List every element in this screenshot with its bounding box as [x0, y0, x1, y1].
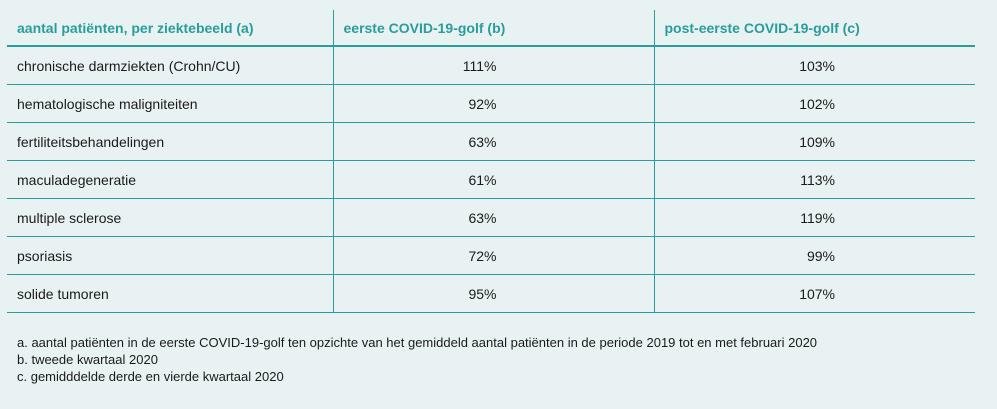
row-label: chronische darmziekten (Crohn/CU) — [7, 46, 333, 85]
post-wave-value: 113% — [653, 160, 975, 199]
first-wave-value: 63% — [332, 122, 654, 161]
table-row: multiple sclerose 63% 119% — [7, 198, 975, 237]
table-row: hematologische maligniteiten 92% 102% — [7, 84, 975, 123]
table-row: chronische darmziekten (Crohn/CU) 111% 1… — [7, 46, 975, 85]
table-row: psoriasis 72% 99% — [7, 236, 975, 275]
header-post-first-wave: post-eerste COVID-19-golf (c) — [653, 10, 975, 47]
row-label: hematologische maligniteiten — [7, 84, 333, 123]
table-row: maculadegeneratie 61% 113% — [7, 160, 975, 199]
footnote-a: a. aantal patiënten in de eerste COVID-1… — [17, 335, 818, 350]
first-wave-value: 92% — [332, 84, 654, 123]
table-row: solide tumoren 95% 107% — [7, 274, 975, 313]
footnotes: a. aantal patiënten in de eerste COVID-1… — [17, 334, 817, 385]
data-table: aantal patiënten, per ziektebeeld (a) ee… — [7, 10, 975, 313]
row-label: fertiliteitsbehandelingen — [7, 122, 333, 161]
first-wave-value: 72% — [332, 236, 654, 275]
first-wave-value: 63% — [332, 198, 654, 237]
post-wave-value: 107% — [653, 274, 975, 313]
first-wave-value: 61% — [332, 160, 654, 199]
header-first-wave: eerste COVID-19-golf (b) — [332, 10, 654, 47]
table-row: fertiliteitsbehandelingen 63% 109% — [7, 122, 975, 161]
post-wave-value: 102% — [653, 84, 975, 123]
first-wave-value: 95% — [332, 274, 654, 313]
footnote-c: c. gemidddelde derde en vierde kwartaal … — [17, 369, 284, 384]
post-wave-value: 103% — [653, 46, 975, 85]
post-wave-value: 109% — [653, 122, 975, 161]
first-wave-value: 111% — [332, 46, 654, 85]
post-wave-value: 119% — [653, 198, 975, 237]
header-condition: aantal patiënten, per ziektebeeld (a) — [7, 10, 333, 47]
row-label: psoriasis — [7, 236, 333, 275]
row-label: maculadegeneratie — [7, 160, 333, 199]
row-label: multiple sclerose — [7, 198, 333, 237]
header-row: aantal patiënten, per ziektebeeld (a) ee… — [7, 10, 975, 47]
post-wave-value: 99% — [653, 236, 975, 275]
footnote-b: b. tweede kwartaal 2020 — [17, 352, 158, 367]
row-label: solide tumoren — [7, 274, 333, 313]
